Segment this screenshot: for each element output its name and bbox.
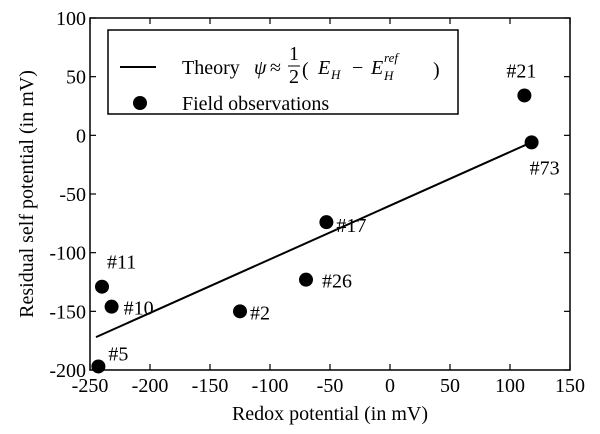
data-point	[299, 272, 313, 287]
point-label: #73	[530, 157, 560, 179]
y-tick-label: -200	[49, 360, 86, 382]
legend-fraction-numerator: 1	[289, 43, 299, 65]
legend-open-paren: (	[302, 59, 309, 81]
field-observations-series: #5 #11 #10 #2 #26 #17 #21 #73	[91, 60, 560, 374]
y-tick-label: -150	[49, 301, 86, 323]
legend-e2: E	[370, 57, 383, 79]
point-label: #5	[108, 343, 128, 365]
data-point	[104, 299, 119, 314]
legend-e1-sub: H	[330, 67, 341, 82]
x-tick-label: 0	[385, 375, 395, 397]
point-label: #21	[506, 60, 536, 82]
x-tick-label: -50	[317, 375, 344, 397]
point-label: #2	[250, 302, 270, 324]
legend-marker-swatch	[133, 96, 147, 110]
x-tick-label: 150	[555, 375, 585, 397]
x-tick-label: -150	[192, 375, 229, 397]
data-point	[319, 215, 334, 230]
y-tick-label: 50	[66, 67, 86, 89]
legend-e2-sub: H	[383, 68, 394, 83]
x-tick-label: 100	[495, 375, 525, 397]
legend-e1: E	[317, 57, 330, 79]
x-tick-label: 50	[440, 375, 460, 397]
data-point	[517, 88, 532, 103]
legend-e2-sup: ref	[384, 50, 400, 65]
axis-tick-labels: -250 -200 -150 -100 -50 0 50 100 150-200-150-100…	[49, 8, 585, 397]
y-tick-label: 100	[56, 8, 86, 30]
x-tick-label: -250	[72, 375, 109, 397]
x-tick-label: -100	[252, 375, 289, 397]
theory-series	[95, 140, 535, 339]
legend-observations-label: Field observations	[182, 93, 329, 115]
legend-box	[107, 29, 459, 115]
point-label: #17	[336, 215, 366, 237]
axis-ticks	[89, 17, 571, 371]
y-tick-label: -50	[59, 184, 86, 206]
legend-theory-prefix: Theory	[182, 57, 240, 79]
legend-psi: ψ	[254, 57, 267, 79]
data-point	[524, 135, 539, 150]
legend-fraction-denominator: 2	[289, 66, 299, 88]
point-label: #26	[322, 271, 352, 293]
point-label: #10	[124, 298, 154, 320]
x-tick-label: -200	[132, 375, 169, 397]
y-tick-label: -100	[49, 243, 86, 265]
theory-line	[95, 140, 535, 339]
y-axis-title: Residual self potential (in mV)	[16, 70, 38, 318]
legend-close-paren: )	[433, 59, 440, 81]
data-point	[233, 304, 247, 319]
y-tick-label: 0	[76, 125, 86, 147]
legend-approx: ≈	[270, 57, 281, 79]
legend: Theory ψ ≈ 1 2 ( E H − E ref H ) Field o…	[107, 29, 459, 115]
legend-minus: −	[352, 57, 363, 79]
data-point	[91, 359, 106, 374]
x-axis-title: Redox potential (in mV)	[232, 403, 428, 425]
point-label: #11	[107, 252, 136, 274]
data-point	[95, 279, 109, 294]
